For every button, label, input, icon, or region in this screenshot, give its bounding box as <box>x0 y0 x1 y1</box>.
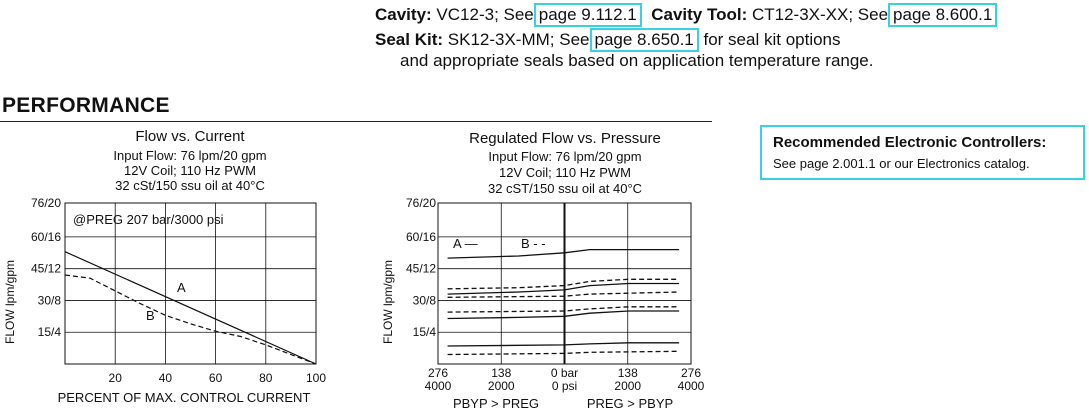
seal-kit-line: Seal Kit: SK12-3X-MM; See page 8.650.1 fo… <box>375 28 841 52</box>
chart2-series-a-0 <box>447 248 680 259</box>
chart2-ytick-label: 60/16 <box>406 230 436 244</box>
regulated-flow-vs-pressure-chart: FLOW lpm/gpm 15/4 30/8 45/12 60/16 76/20 276… <box>381 196 705 411</box>
chart2-xtick-psi-label: 4000 <box>425 379 452 393</box>
chart2-ytick-label: 76/20 <box>406 196 436 210</box>
chart2-ytick-label: 30/8 <box>413 293 437 307</box>
chart1-subtitle-1: Input Flow: 76 lpm/20 gpm <box>113 148 267 163</box>
seal-kit-label: Seal Kit: <box>375 30 444 49</box>
recommended-text: See page 2.001.1 or our Electronics cata… <box>773 156 1030 171</box>
chart1-xtick-label: 80 <box>259 371 273 385</box>
chart2-xtick-psi-label: 0 psi <box>552 379 577 393</box>
chart2-region-left: PBYP > PREG <box>453 396 539 411</box>
chart1-xtick-label: 100 <box>306 371 326 385</box>
chart1-ytick-label: 30/8 <box>38 293 62 307</box>
seal-kit-page-link[interactable]: page 8.650.1 <box>589 28 699 52</box>
chart1-subtitle-3: 32 cSt/150 ssu oil at 40°C <box>115 178 265 193</box>
chart2-series-b-2 <box>447 278 680 290</box>
cavity-tool-page-link[interactable]: page 8.600.1 <box>888 3 998 27</box>
chart1-xtick-label: 20 <box>109 371 123 385</box>
chart2-series-a-6 <box>447 342 680 347</box>
chart1-ytick-label: 45/12 <box>31 262 61 276</box>
chart2-series-b-3 <box>447 291 680 298</box>
chart1-title: Flow vs. Current <box>135 128 245 145</box>
chart2-ytick-label: 45/12 <box>406 262 436 276</box>
chart2-subtitle-1: Input Flow: 76 lpm/20 gpm <box>488 149 642 164</box>
chart2-ytick-label: 15/4 <box>413 325 437 339</box>
flow-vs-current-chart: FLOW lpm/gpm 15/4 30/8 45/12 60/16 76/20 20 4… <box>3 196 326 405</box>
cavity-line: Cavity: VC12-3; See page 9.112.1 Cavity T… <box>375 3 998 27</box>
chart1-annotation: @PREG 207 bar/3000 psi <box>73 212 224 227</box>
chart2-xtick-bar-label: 276 <box>428 366 448 380</box>
seal-kit-value: SK12-3X-MM; See <box>447 30 590 49</box>
chart2-ylabel: FLOW lpm/gpm <box>381 260 395 344</box>
chart1-xlabel: PERCENT OF MAX. CONTROL CURRENT <box>58 390 311 405</box>
chart1-series-b <box>64 274 317 365</box>
chart1-ytick-label: 60/16 <box>31 230 61 244</box>
chart1-subtitle-2: 12V Coil; 110 Hz PWM <box>124 163 256 178</box>
chart2-subtitle-2: 12V Coil; 110 Hz PWM <box>499 165 631 180</box>
chart2-xtick-bar-label: 138 <box>491 366 511 380</box>
cavity-tool-value: CT12-3X-XX; See <box>751 5 889 24</box>
chart2-xtick-bar-label: 0 bar <box>551 366 578 380</box>
chart1-ylabel: FLOW lpm/gpm <box>3 260 17 344</box>
performance-heading: PERFORMANCE <box>2 94 170 117</box>
chart2-xtick-psi-label: 2000 <box>488 379 515 393</box>
seal-kit-after: for seal kit options <box>703 30 841 49</box>
chart1-xtick-label: 60 <box>209 371 223 385</box>
chart2-xtick-bar-label: 138 <box>618 366 638 380</box>
chart2-region-right: PREG > PBYP <box>587 396 673 411</box>
chart2-xtick-psi-label: 4000 <box>678 379 705 393</box>
cavity-label: Cavity: <box>375 5 432 24</box>
chart2-series-b-7 <box>447 350 680 356</box>
cavity-page-link[interactable]: page 9.112.1 <box>533 3 642 27</box>
chart1-series-a <box>64 251 317 365</box>
chart2-subtitle-3: 32 cST/150 ssu oil at 40°C <box>487 181 643 196</box>
chart2-xtick-bar-label: 276 <box>681 366 701 380</box>
recommended-title: Recommended Electronic Controllers: <box>773 134 1047 151</box>
cavity-tool-label: Cavity Tool: <box>651 5 748 24</box>
chart1-xtick-label: 40 <box>159 371 173 385</box>
cavity-value: VC12-3; See <box>436 5 534 24</box>
chart2-legend-b: B - - <box>521 236 546 251</box>
chart2-series-a-4 <box>447 310 680 320</box>
heading-divider <box>0 121 712 122</box>
chart2-xtick-psi-label: 2000 <box>614 379 641 393</box>
recommended-controllers-box: Recommended Electronic Controllers: See … <box>760 125 1085 180</box>
chart2-legend-a: A — <box>453 236 478 251</box>
chart2-title: Regulated Flow vs. Pressure <box>469 130 661 147</box>
seal-kit-line2: and appropriate seals based on applicati… <box>400 51 874 70</box>
chart1-ytick-label: 15/4 <box>38 325 62 339</box>
chart1-plot-frame <box>64 202 317 365</box>
chart1-label-b: B <box>146 308 155 323</box>
chart1-ytick-label: 76/20 <box>31 196 61 210</box>
chart1-label-a: A <box>177 280 186 295</box>
chart2-series-a-1 <box>447 282 680 295</box>
